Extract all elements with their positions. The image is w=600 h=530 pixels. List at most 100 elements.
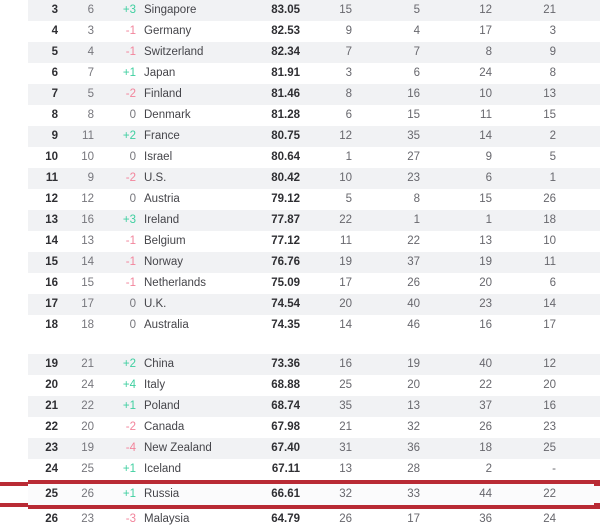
cell-score: 74.54: [271, 298, 300, 310]
cell-metric-4: 2: [549, 130, 556, 142]
cell-rank: 6: [51, 67, 58, 79]
cell-score: 81.91: [271, 67, 300, 79]
cell-rank: 4: [51, 25, 58, 37]
cell-metric-1: 5: [345, 193, 352, 205]
cell-metric-3: 37: [479, 400, 492, 412]
cell-rank-change: -1: [125, 46, 136, 58]
cell-previous-rank: 9: [87, 172, 94, 184]
cell-previous-rank: 8: [87, 109, 94, 121]
cell-metric-5: 43: [560, 438, 600, 459]
cell-metric-3: 18: [479, 442, 492, 454]
ranking-rows: 36+3Singapore83.051551221171243-1Germany…: [28, 0, 600, 530]
cell-rank: 5: [51, 46, 58, 58]
cell-rank: 13: [45, 214, 58, 226]
cell-rank: 20: [45, 379, 58, 391]
cell-metric-3: 9: [485, 151, 492, 163]
cell-rank: 26: [45, 513, 58, 525]
cell-rank: 25: [28, 480, 62, 509]
cell-metric-5: 14: [560, 396, 600, 417]
cell-metric-1: 22: [339, 214, 352, 226]
cell-metric-3: 14: [479, 130, 492, 142]
cell-score: 81.28: [271, 109, 300, 121]
cell-metric-5: 32: [560, 375, 600, 396]
cell-metric-2: 28: [407, 463, 420, 475]
cell-score: 66.61: [244, 480, 304, 509]
cell-country-name: Germany: [144, 25, 192, 37]
cell-rank-change: -3: [125, 513, 136, 525]
cell-metric-5: 42: [560, 168, 600, 189]
cell-country-name: Singapore: [144, 4, 197, 16]
cell-previous-rank: 24: [81, 379, 94, 391]
cell-metric-2: 26: [407, 277, 420, 289]
cell-metric-3: 10: [479, 88, 492, 100]
cell-rank: 21: [45, 400, 58, 412]
cell-previous-rank: 3: [87, 25, 94, 37]
cell-rank-change: -1: [125, 25, 136, 37]
cell-score: 77.87: [271, 214, 300, 226]
cell-metric-4: 23: [543, 421, 556, 433]
cell-rank: 15: [45, 256, 58, 268]
cell-country-name: Norway: [144, 256, 183, 268]
cell-country-name: Belgium: [144, 235, 186, 247]
cell-country-name: U.S.: [144, 172, 167, 184]
cell-rank-change: 0: [129, 193, 136, 205]
cell-metric-4: 17: [543, 319, 556, 331]
cell-rank-change: -2: [125, 88, 136, 100]
cell-metric-4: 5: [549, 151, 556, 163]
cell-country-name: China: [144, 358, 175, 370]
cell-score: 67.98: [271, 421, 300, 433]
cell-metric-4: 9: [549, 46, 556, 58]
cell-metric-4: 1: [549, 172, 556, 184]
cell-country-name: Italy: [144, 379, 166, 391]
cell-rank-change: +1: [122, 463, 136, 475]
cell-previous-rank: 6: [87, 4, 94, 16]
cell-metric-1: 21: [339, 421, 352, 433]
cell-metric-2: 40: [407, 298, 420, 310]
cell-score: 82.53: [271, 25, 300, 37]
cell-metric-5: 5: [560, 480, 600, 509]
cell-score: 67.40: [271, 442, 300, 454]
cell-metric-1: 17: [339, 277, 352, 289]
table-row[interactable]: 119-2U.S.80.4210236142202: [28, 168, 600, 189]
cell-country-name: Austria: [144, 193, 180, 205]
cell-previous-rank: 17: [81, 298, 94, 310]
cell-score: 80.75: [271, 130, 300, 142]
cell-metric-2: 8: [413, 193, 420, 205]
cell-metric-3: 20: [479, 277, 492, 289]
cell-score: 68.74: [271, 400, 300, 412]
highlight-rule-bottom-left: [0, 503, 28, 507]
cell-previous-rank: 10: [81, 151, 94, 163]
cell-score: 76.76: [271, 256, 300, 268]
cell-metric-2: 37: [407, 256, 420, 268]
cell-rank: 23: [45, 442, 58, 454]
cell-score: 81.46: [271, 88, 300, 100]
cell-previous-rank: 19: [81, 442, 94, 454]
cell-metric-2: 33: [356, 480, 424, 509]
cell-rank-change: +3: [122, 214, 136, 226]
cell-metric-5: 4: [560, 354, 600, 375]
